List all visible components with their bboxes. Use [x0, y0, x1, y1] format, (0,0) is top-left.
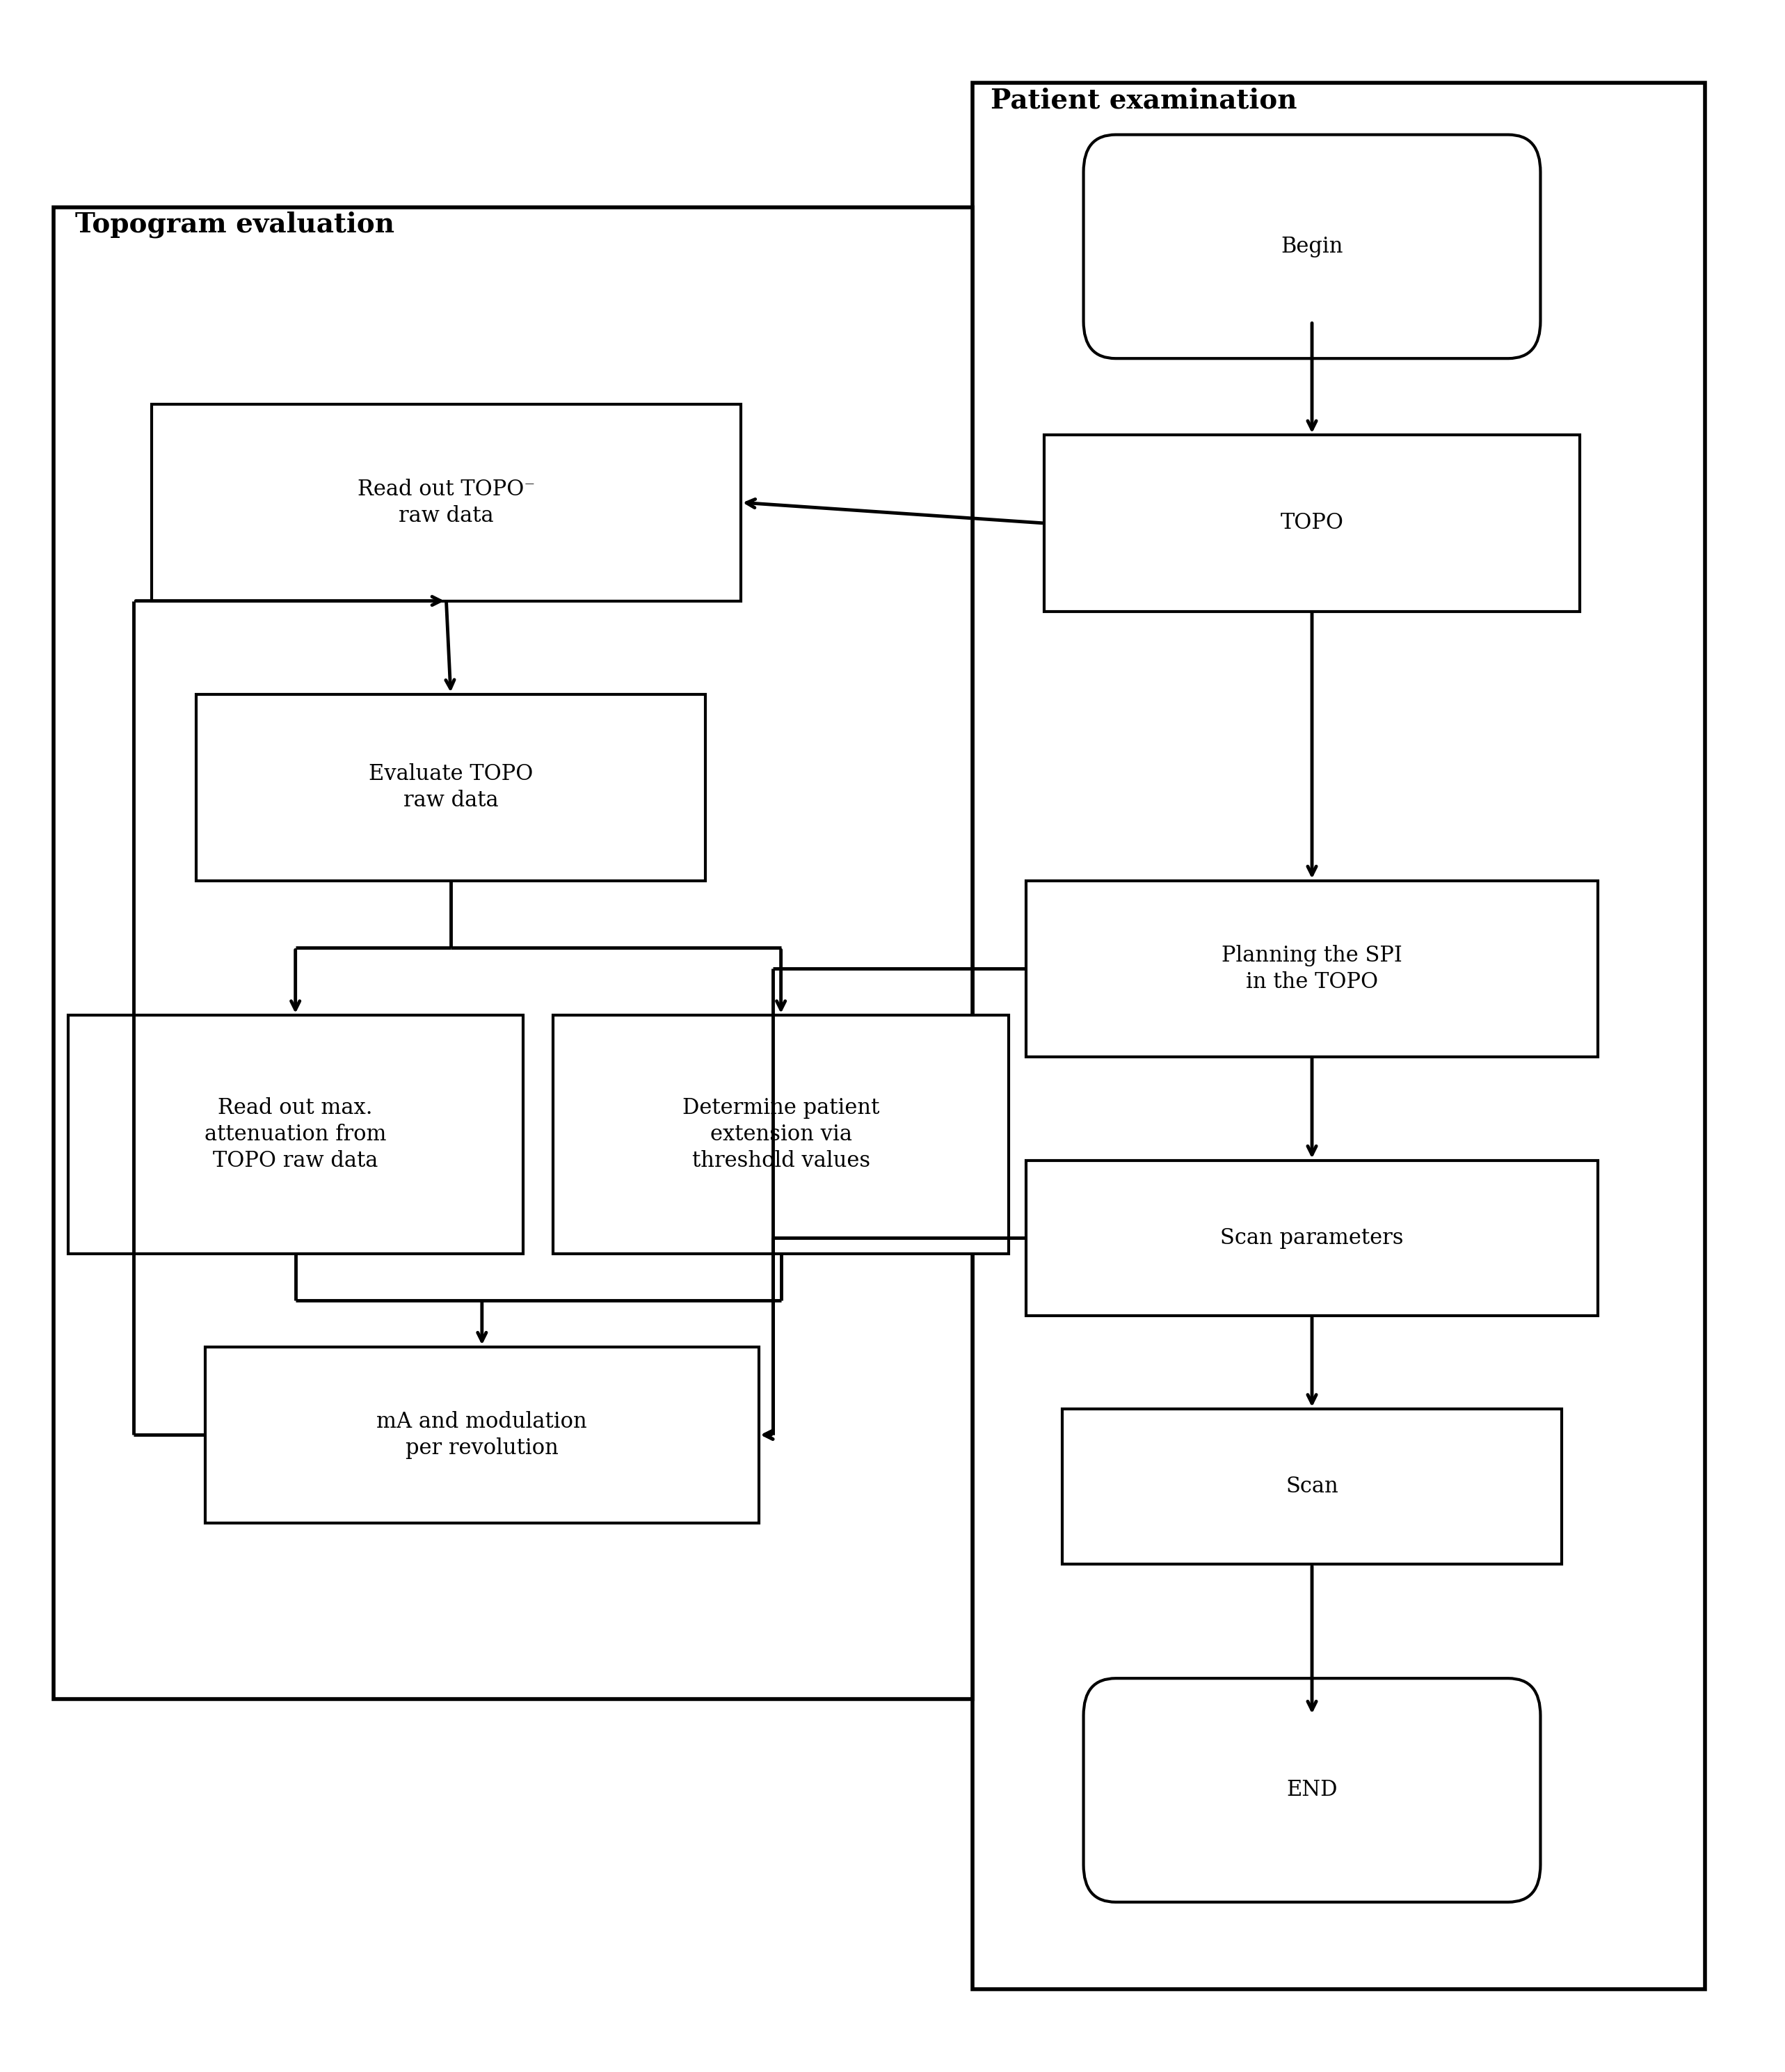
- Bar: [54, 207, 973, 1699]
- Bar: [1026, 881, 1598, 1057]
- Bar: [1062, 1409, 1562, 1564]
- Text: Evaluate TOPO
raw data: Evaluate TOPO raw data: [368, 762, 534, 812]
- Text: Planning the SPI
in the TOPO: Planning the SPI in the TOPO: [1221, 945, 1403, 992]
- FancyBboxPatch shape: [1083, 1678, 1540, 1902]
- Text: TOPO: TOPO: [1280, 512, 1344, 535]
- Text: Patient examination: Patient examination: [991, 87, 1298, 114]
- Bar: [553, 1015, 1009, 1254]
- Bar: [152, 404, 741, 601]
- Bar: [1044, 435, 1580, 611]
- Text: Begin: Begin: [1282, 236, 1342, 257]
- Text: Read out TOPO⁻
raw data: Read out TOPO⁻ raw data: [357, 479, 536, 526]
- Bar: [1026, 1160, 1598, 1316]
- Bar: [196, 694, 705, 881]
- Bar: [205, 1347, 759, 1523]
- Text: Topogram evaluation: Topogram evaluation: [75, 211, 394, 238]
- Text: mA and modulation
per revolution: mA and modulation per revolution: [377, 1411, 587, 1459]
- Text: END: END: [1287, 1780, 1337, 1801]
- Text: Scan parameters: Scan parameters: [1221, 1227, 1403, 1249]
- Text: Determine patient
extension via
threshold values: Determine patient extension via threshol…: [682, 1096, 880, 1173]
- FancyBboxPatch shape: [1083, 135, 1540, 358]
- Bar: [68, 1015, 523, 1254]
- Bar: [973, 83, 1705, 1989]
- Text: Read out max.
attenuation from
TOPO raw data: Read out max. attenuation from TOPO raw …: [205, 1096, 386, 1173]
- Text: Scan: Scan: [1285, 1475, 1339, 1498]
